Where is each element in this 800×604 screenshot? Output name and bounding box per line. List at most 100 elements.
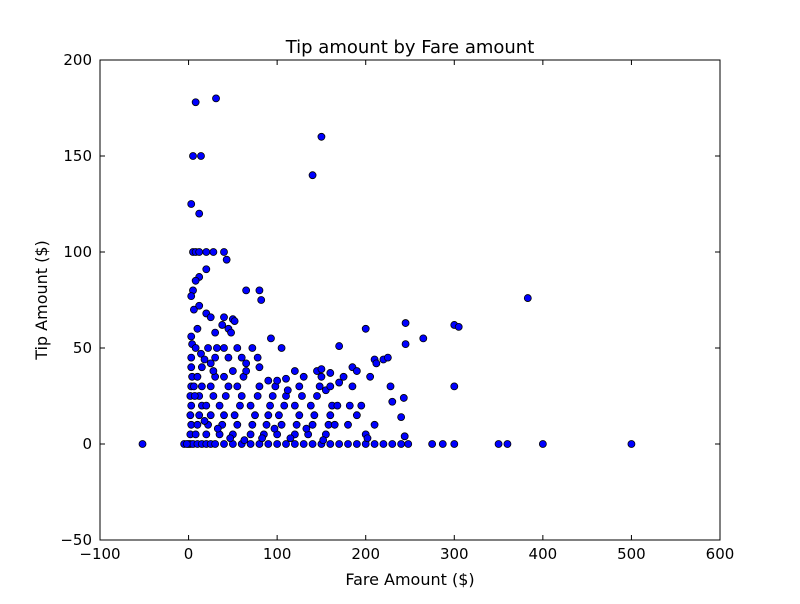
data-point [295, 411, 304, 420]
data-point [246, 401, 255, 410]
data-point [264, 440, 273, 448]
data-point [399, 394, 408, 402]
y-tick-label: 150 [63, 147, 92, 165]
data-point [224, 382, 233, 391]
data-point [345, 401, 354, 410]
data-point [450, 382, 459, 391]
data-point [326, 440, 335, 448]
data-point [187, 401, 196, 410]
data-point [220, 440, 228, 448]
data-point [348, 382, 357, 391]
data-point [253, 353, 262, 362]
data-point [270, 424, 279, 433]
data-point [213, 344, 221, 352]
y-tick-label: 50 [73, 339, 92, 357]
data-point [388, 440, 397, 448]
data-point [222, 255, 231, 264]
data-point [220, 372, 228, 381]
data-point [230, 317, 239, 326]
data-point [299, 440, 308, 448]
data-point [258, 434, 266, 443]
data-point [187, 292, 196, 301]
data-point [195, 209, 204, 218]
data-point [200, 417, 209, 425]
data-point [538, 440, 547, 448]
data-point [401, 319, 410, 327]
data-point [326, 369, 335, 377]
data-point [191, 98, 200, 107]
x-tick-label: 200 [351, 545, 380, 563]
data-point [283, 386, 292, 395]
data-point [211, 440, 220, 448]
data-point [366, 372, 375, 381]
data-point [187, 332, 196, 341]
data-point [191, 276, 200, 285]
data-point [326, 411, 335, 420]
data-point [209, 392, 218, 400]
data-point [202, 430, 211, 439]
data-point [277, 344, 286, 352]
data-point [211, 353, 220, 362]
data-point [370, 420, 379, 429]
data-point [363, 434, 372, 443]
data-point [255, 382, 264, 391]
data-point [282, 374, 290, 383]
x-axis-label: Fare Amount ($) [345, 570, 474, 589]
data-point [319, 436, 328, 445]
y-tick-label: 100 [63, 243, 92, 261]
data-point [200, 355, 209, 364]
data-point [264, 411, 273, 420]
data-point [233, 420, 242, 429]
data-point [197, 152, 205, 160]
data-point [187, 353, 196, 362]
data-point [251, 411, 259, 420]
data-point [255, 363, 264, 372]
data-point [295, 382, 304, 391]
data-point [282, 440, 290, 448]
data-point [317, 372, 326, 381]
data-point [186, 411, 195, 420]
data-point [220, 411, 228, 420]
data-point [438, 440, 447, 448]
data-point [310, 411, 319, 420]
data-point [290, 367, 299, 375]
data-point [523, 294, 532, 302]
data-point [237, 353, 246, 362]
data-point [206, 313, 215, 322]
data-point [187, 200, 196, 208]
data-point [242, 286, 251, 295]
data-point [195, 411, 204, 420]
data-point [275, 411, 283, 420]
data-point [308, 171, 317, 180]
data-point [195, 301, 204, 310]
plot-frame [99, 59, 721, 541]
x-tick-label: 0 [184, 545, 194, 563]
data-point [202, 401, 211, 410]
data-point [299, 372, 308, 381]
data-point [224, 353, 233, 362]
data-point [220, 313, 228, 322]
data-point [242, 367, 251, 375]
data-point [266, 401, 274, 410]
data-point [388, 397, 397, 406]
data-point [352, 440, 361, 448]
data-point [317, 365, 326, 374]
data-point [264, 376, 273, 385]
data-point [292, 420, 301, 429]
data-point [383, 353, 392, 362]
y-tick-label: 0 [82, 435, 92, 453]
data-point [273, 440, 282, 448]
data-point [189, 382, 198, 391]
x-tick-label: −100 [79, 545, 120, 563]
data-point [233, 344, 242, 352]
data-point [273, 376, 282, 385]
data-point [290, 440, 299, 448]
data-point [257, 296, 266, 304]
data-point [221, 392, 230, 400]
data-point [503, 440, 512, 448]
data-point [262, 420, 271, 429]
data-point [315, 382, 324, 391]
data-point [361, 324, 370, 333]
